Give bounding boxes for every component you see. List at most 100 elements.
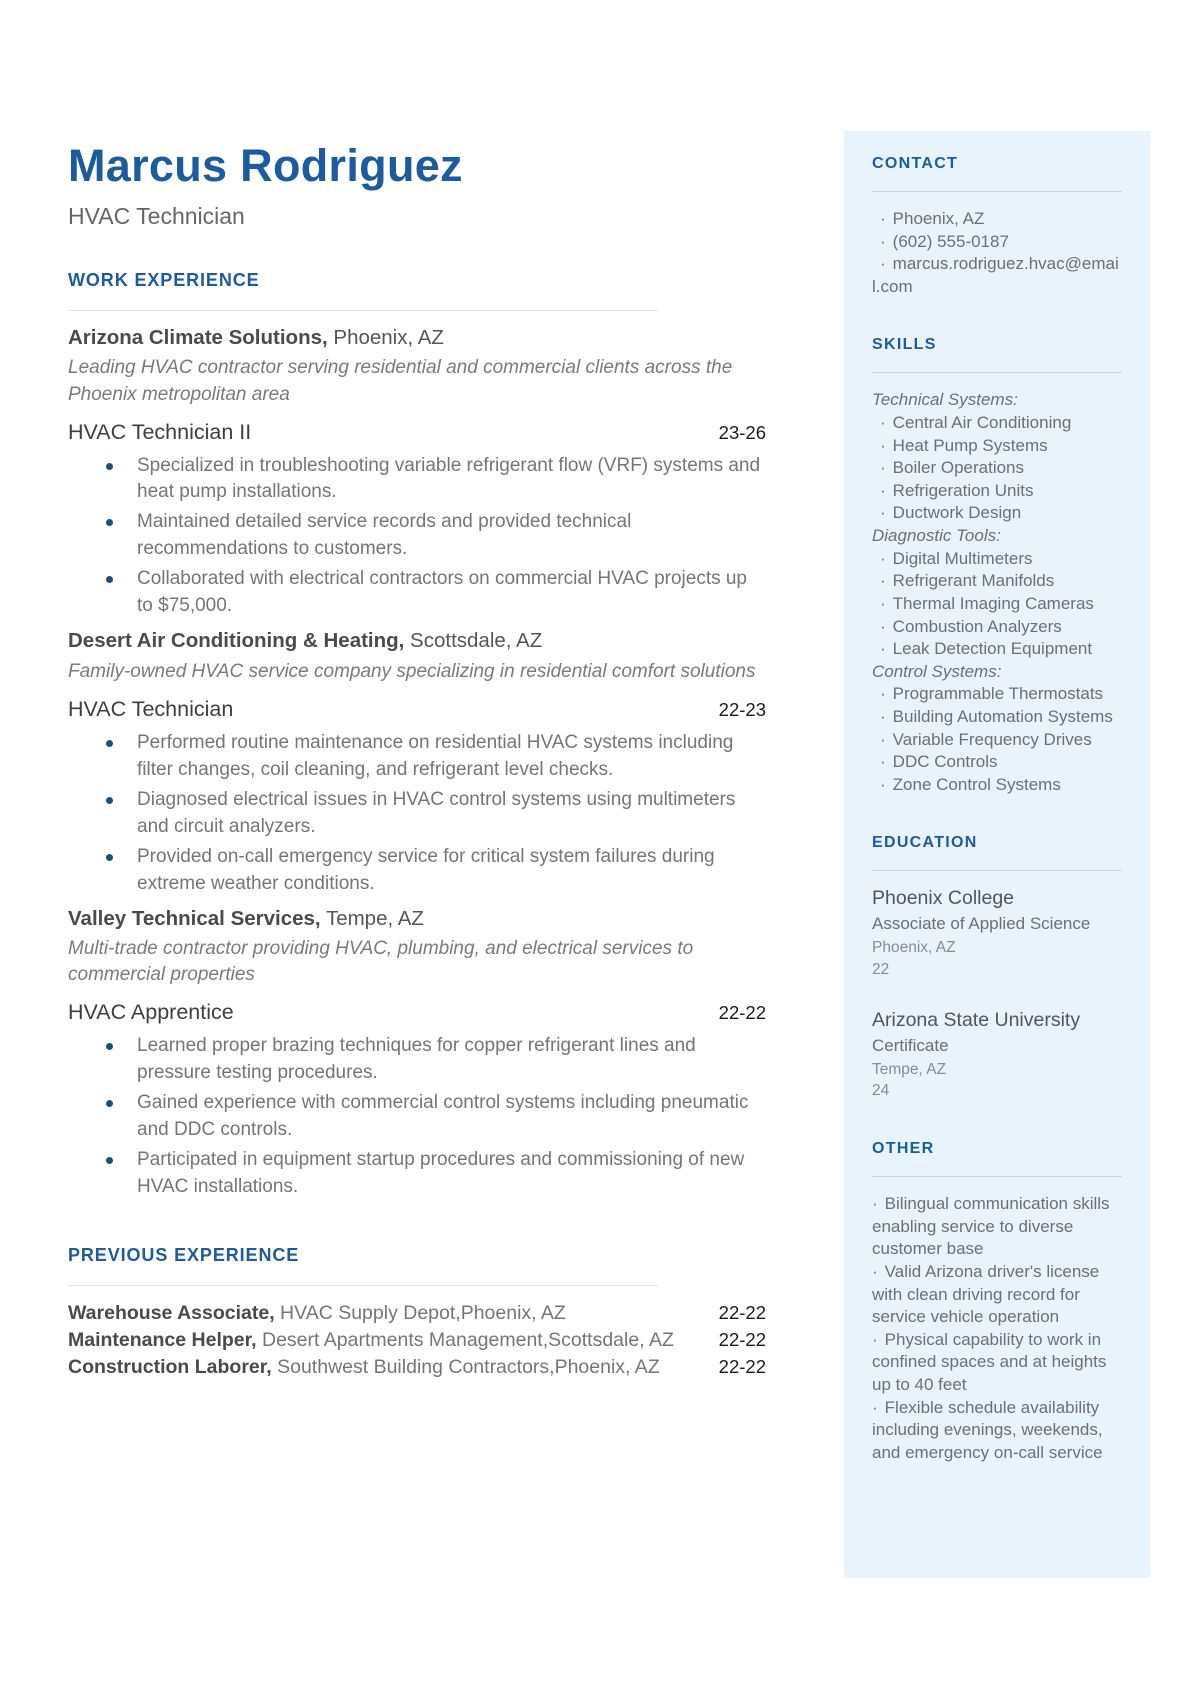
skill-item: · Boiler Operations	[880, 458, 1025, 478]
contact-item: · marcus.rodriguez.hvac@email.com	[872, 254, 1119, 296]
company-location: Scottsdale, AZ	[404, 629, 543, 653]
other-list: · Bilingual communication skills enabling…	[872, 1193, 1122, 1464]
bullet-dot: ·	[880, 684, 886, 704]
job-title-row: HVAC Technician II 23-26	[68, 420, 766, 445]
skills-list: Technical Systems: · Central Air Condition…	[872, 389, 1122, 796]
skill-item: · Ductwork Design	[880, 503, 1022, 523]
bullet-dot: ·	[880, 209, 886, 228]
section-divider	[872, 1176, 1122, 1178]
section-heading-education: EDUCATION	[872, 834, 978, 852]
job-bullets: Performed routine maintenance on residen…	[68, 730, 766, 898]
bullet-dot: ·	[880, 616, 886, 636]
bullet-item: Maintained detailed service records and …	[68, 509, 766, 563]
job-bullets: Learned proper brazing techniques for co…	[68, 1033, 766, 1201]
skill-group-label: Diagnostic Tools:	[872, 526, 1001, 546]
section-heading-other: OTHER	[872, 1140, 935, 1158]
previous-org: Southwest Building Contractors,Phoenix, …	[271, 1355, 660, 1378]
previous-experience-row: Construction Laborer, Southwest Building…	[68, 1354, 766, 1381]
skill-item: · Combustion Analyzers	[880, 616, 1062, 636]
jobs-list: Arizona Climate Solutions, Phoenix, AZ Le…	[68, 325, 766, 1201]
previous-dates: 22-22	[718, 1328, 766, 1350]
bullet-dot: ·	[880, 435, 886, 455]
education-list: Phoenix College Associate of Applied Scie…	[872, 887, 1122, 1102]
job-title: HVAC Technician	[68, 696, 234, 721]
other-item: · Bilingual communication skills enabling…	[872, 1194, 1110, 1259]
previous-experience-row: Maintenance Helper, Desert Apartments Ma…	[68, 1327, 766, 1354]
previous-role-line: Maintenance Helper, Desert Apartments Ma…	[68, 1327, 719, 1354]
section-heading-work-experience: WORK EXPERIENCE	[68, 270, 260, 291]
contact-item: · Phoenix, AZ	[880, 209, 985, 228]
company-name: Valley Technical Services,	[68, 906, 321, 930]
company-description: Multi-trade contractor providing HVAC, p…	[68, 938, 694, 986]
skill-item: · Programmable Thermostats	[880, 684, 1104, 704]
job-dates: 22-23	[718, 698, 766, 720]
bullet-item: Gained experience with commercial contro…	[68, 1090, 766, 1144]
person-title: HVAC Technician	[68, 203, 245, 230]
bullet-dot: ·	[880, 548, 886, 568]
bullet-item: Performed routine maintenance on residen…	[68, 730, 766, 784]
section-heading-previous-experience: PREVIOUS EXPERIENCE	[68, 1245, 300, 1266]
contact-list: · Phoenix, AZ · (602) 555-0187 · marcus.rodri…	[872, 208, 1122, 298]
bullet-item: Provided on-call emergency service for c…	[68, 844, 766, 898]
previous-experience-list: Warehouse Associate, HVAC Supply Depot,P…	[68, 1300, 766, 1381]
job-title-row: HVAC Apprentice 22-22	[68, 1000, 766, 1025]
bullet-dot: ·	[880, 231, 886, 251]
graduation-year: 24	[872, 1082, 890, 1100]
company-line: Valley Technical Services, Tempe, AZ	[68, 906, 766, 933]
bullet-dot: ·	[880, 593, 886, 613]
job-title: HVAC Technician II	[68, 419, 252, 444]
bullet-dot: ·	[872, 1329, 878, 1349]
previous-role: Warehouse Associate,	[68, 1301, 275, 1324]
other-item: · Flexible schedule availability includin…	[872, 1397, 1103, 1462]
other-item: · Physical capability to work in confined…	[872, 1329, 1107, 1395]
bullet-dot: ·	[880, 458, 886, 478]
skill-item: · Zone Control Systems	[880, 774, 1061, 794]
company-name: Desert Air Conditioning & Heating,	[68, 629, 405, 653]
skill-item: · Central Air Conditioning	[880, 413, 1072, 433]
section-divider	[872, 870, 1122, 872]
main-column: Marcus Rodriguez HVAC Technician WORK EX…	[68, 142, 766, 1381]
skill-group-label: Technical Systems:	[872, 390, 1018, 410]
previous-dates: 22-22	[718, 1355, 766, 1377]
company-location: Tempe, AZ	[320, 906, 424, 930]
bullet-item: Learned proper brazing techniques for co…	[68, 1033, 766, 1087]
bullet-dot: ·	[880, 571, 886, 591]
skill-item: · Refrigerant Manifolds	[880, 571, 1055, 591]
previous-role: Maintenance Helper,	[68, 1328, 257, 1351]
previous-role: Construction Laborer,	[68, 1355, 272, 1378]
bullet-dot: ·	[880, 639, 886, 659]
company-description: Leading HVAC contractor serving resident…	[68, 357, 733, 405]
education-entry: Phoenix College Associate of Applied Scie…	[872, 887, 1122, 980]
bullet-dot: ·	[880, 480, 886, 500]
section-heading-skills: SKILLS	[872, 336, 937, 354]
company-line: Arizona Climate Solutions, Phoenix, AZ	[68, 325, 766, 352]
job-dates: 22-22	[718, 1002, 766, 1024]
education-entry: Arizona State University Certificate Tempe…	[872, 1009, 1122, 1102]
bullet-dot: ·	[872, 1261, 878, 1281]
skill-item: · Thermal Imaging Cameras	[880, 593, 1094, 613]
previous-role-line: Warehouse Associate, HVAC Supply Depot,P…	[68, 1300, 719, 1327]
company-description: Family-owned HVAC service company specia…	[68, 660, 756, 682]
previous-dates: 22-22	[718, 1301, 766, 1323]
school-location: Phoenix, AZ	[872, 939, 956, 957]
bullet-dot: ·	[880, 752, 886, 772]
bullet-dot: ·	[880, 774, 886, 794]
skill-item: · DDC Controls	[880, 752, 998, 772]
bullet-dot: ·	[872, 1397, 878, 1417]
graduation-year: 22	[872, 961, 890, 979]
bullet-dot: ·	[880, 729, 886, 749]
company-name: Arizona Climate Solutions,	[68, 325, 328, 349]
bullet-dot: ·	[880, 254, 886, 274]
previous-org: Desert Apartments Management,Scottsdale,…	[256, 1328, 674, 1351]
job-title-row: HVAC Technician 22-23	[68, 697, 766, 722]
skill-item: · Leak Detection Equipment	[880, 639, 1093, 659]
job-bullets: Specialized in troubleshooting variable …	[68, 453, 766, 621]
company-line: Desert Air Conditioning & Heating, Scott…	[68, 628, 766, 655]
section-divider	[68, 1284, 658, 1286]
bullet-item: Diagnosed electrical issues in HVAC cont…	[68, 787, 766, 841]
sidebar: CONTACT · Phoenix, AZ · (602) 555-0187 · marc…	[844, 131, 1150, 1578]
section-divider	[872, 191, 1122, 192]
bullet-dot: ·	[880, 413, 886, 433]
previous-experience-row: Warehouse Associate, HVAC Supply Depot,P…	[68, 1300, 766, 1327]
